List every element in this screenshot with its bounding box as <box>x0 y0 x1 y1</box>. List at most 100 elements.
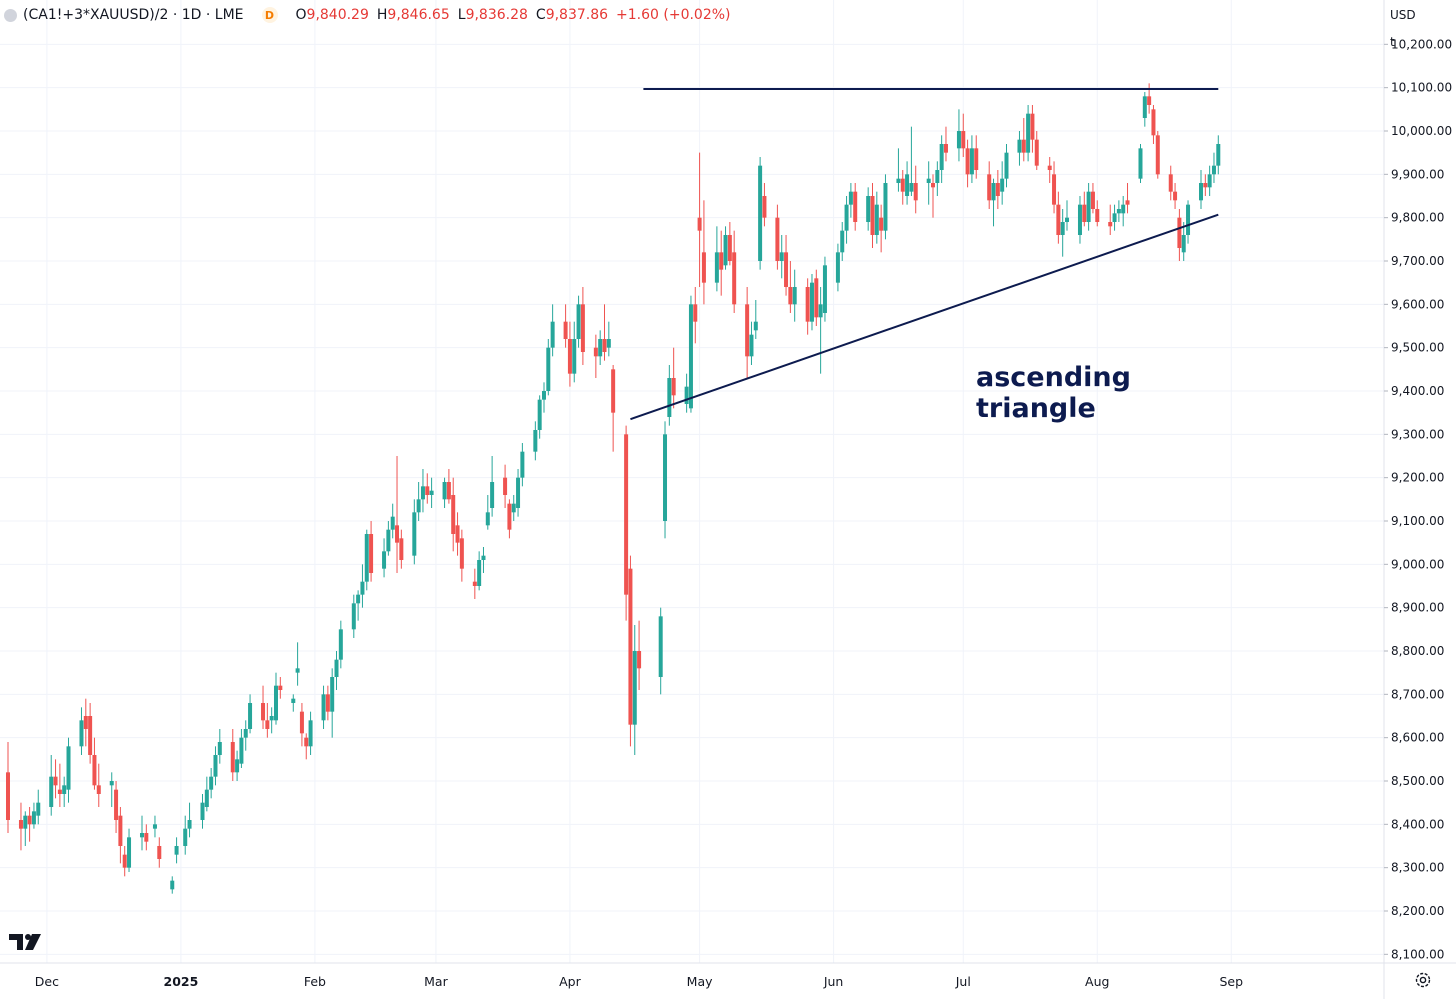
candle <box>602 304 607 361</box>
candle <box>974 135 979 179</box>
candle <box>511 495 516 521</box>
candle-body <box>351 603 356 630</box>
price-tick-label: 9,000.00 <box>1391 557 1444 571</box>
candle <box>187 802 192 838</box>
candle <box>92 737 97 790</box>
candle-body <box>606 339 611 348</box>
candle-body <box>1021 139 1026 153</box>
candle <box>442 477 447 508</box>
candle-body <box>671 378 676 396</box>
price-tick-label: 9,200.00 <box>1391 471 1444 485</box>
candle-body <box>1125 200 1130 205</box>
candle-body <box>49 776 54 807</box>
close-value: 9,837.86 <box>545 7 609 23</box>
candle-body <box>1030 113 1035 140</box>
candle-body <box>822 265 827 313</box>
candle-body <box>931 183 936 188</box>
candle-body <box>325 694 330 712</box>
candle <box>628 555 633 747</box>
candle <box>1151 105 1156 144</box>
candle <box>217 729 222 764</box>
candle <box>62 776 67 807</box>
high-value: 9,846.65 <box>387 7 450 23</box>
candle-body <box>1216 144 1221 166</box>
candle-body <box>157 846 162 859</box>
candle <box>455 512 460 556</box>
candle-body <box>1034 139 1039 166</box>
candle-body <box>667 378 672 417</box>
candle <box>1065 200 1070 231</box>
candle-body <box>57 789 62 794</box>
candle-body <box>732 252 737 305</box>
currency-label[interactable]: USD <box>1390 8 1416 22</box>
candle <box>624 425 629 621</box>
candle <box>719 230 724 296</box>
candle-body <box>714 252 719 283</box>
candle <box>991 178 996 227</box>
candle <box>792 269 797 322</box>
candle <box>663 421 668 539</box>
candle <box>684 373 689 413</box>
candle <box>693 287 698 344</box>
candle <box>701 200 706 305</box>
candle <box>27 807 32 842</box>
candle-body <box>299 711 304 734</box>
candle <box>883 174 888 240</box>
candle-body <box>576 304 581 339</box>
candle <box>520 443 525 487</box>
candle-body <box>874 204 879 235</box>
candle-body <box>364 534 369 582</box>
candle-body <box>490 482 495 508</box>
candle-body <box>1155 135 1160 175</box>
candle <box>714 226 719 292</box>
candle-body <box>926 178 931 183</box>
candle <box>356 590 361 621</box>
candle-body <box>6 772 10 820</box>
candle-body <box>866 196 871 222</box>
candle-body <box>723 235 728 266</box>
delayed-badge[interactable]: D <box>261 7 278 23</box>
candle <box>598 330 603 365</box>
candle-body <box>974 148 979 170</box>
candle <box>762 183 767 227</box>
candle-body <box>109 781 114 786</box>
candle-body <box>27 815 32 825</box>
candle <box>671 347 676 409</box>
candle-body <box>36 802 41 816</box>
tradingview-logo-icon[interactable] <box>9 932 43 956</box>
candle <box>459 529 464 582</box>
candle <box>853 183 858 231</box>
candle-body <box>230 742 235 773</box>
candle <box>265 703 270 738</box>
candle <box>969 135 974 183</box>
candle <box>507 499 512 539</box>
symbol-label[interactable]: (CA1!+3*XAUUSD)/2 · 1D · LME <box>23 7 244 23</box>
candle <box>235 750 240 781</box>
candle <box>788 261 793 313</box>
candle-body <box>459 538 464 569</box>
candle <box>1030 105 1035 153</box>
time-tick-label: Apr <box>559 974 581 989</box>
price-tick-label: 8,800.00 <box>1391 644 1444 658</box>
candle <box>209 768 214 799</box>
high-label: H <box>376 7 388 23</box>
candle <box>360 564 365 608</box>
candle <box>399 529 404 569</box>
candle-body <box>265 720 270 729</box>
candle <box>1173 183 1178 209</box>
candle-body <box>217 742 222 755</box>
candle-body <box>1186 204 1191 235</box>
candle <box>723 226 728 270</box>
time-tick-label: Sep <box>1219 974 1243 989</box>
candle-body <box>775 217 780 261</box>
unit-label[interactable]: t <box>1390 35 1395 49</box>
candle-body <box>853 191 858 222</box>
candle-body <box>546 347 551 391</box>
candle-body <box>1056 204 1061 235</box>
candle-body <box>814 278 819 318</box>
candle-body <box>278 685 283 690</box>
candle-body <box>429 490 434 495</box>
gear-icon[interactable] <box>1414 971 1432 993</box>
candle <box>1181 222 1186 261</box>
